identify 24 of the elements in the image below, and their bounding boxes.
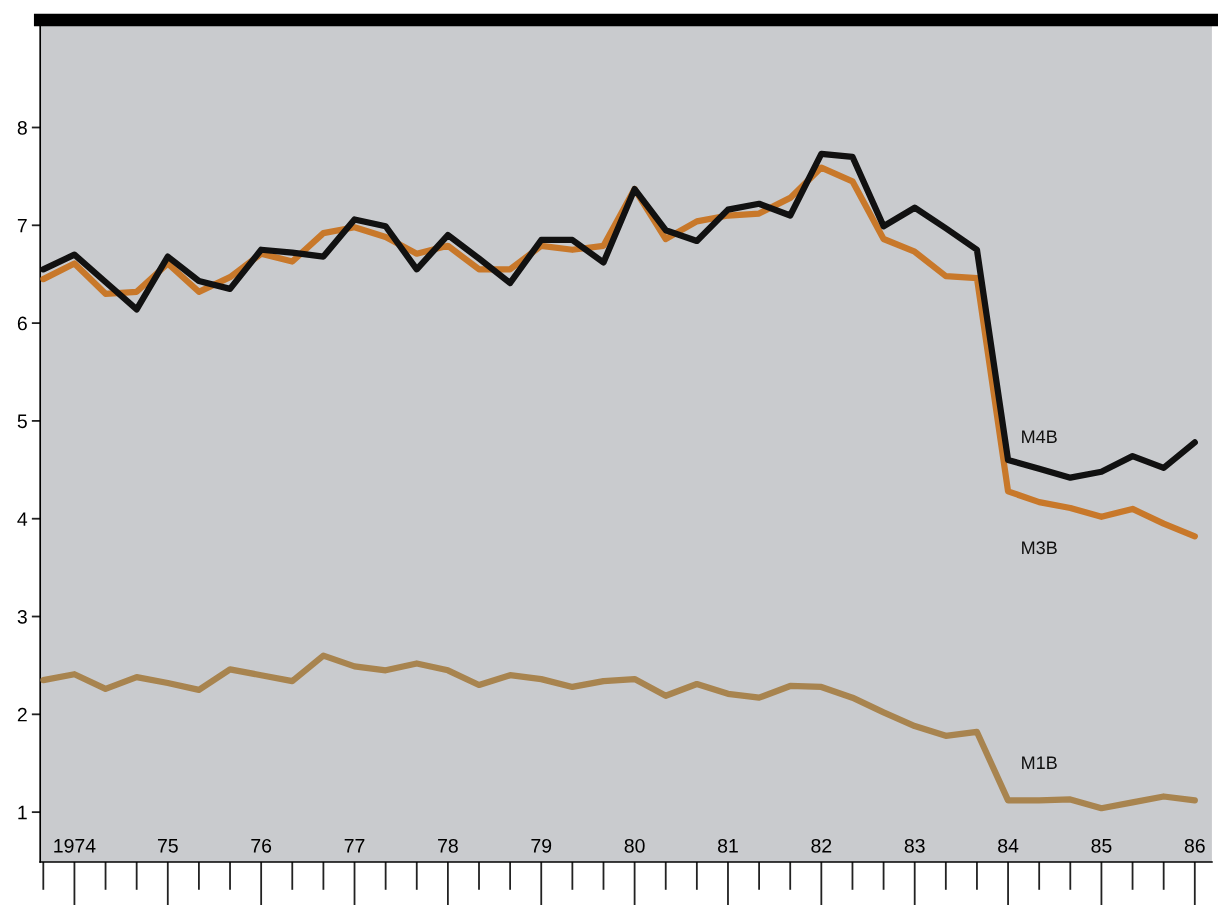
y-tick-label: 1 bbox=[18, 805, 27, 820]
x-tick-label: 1974 bbox=[54, 838, 96, 853]
y-tick-label: 3 bbox=[17, 609, 27, 624]
x-tick-label: 78 bbox=[438, 838, 458, 853]
x-tick-label: 79 bbox=[531, 838, 552, 853]
x-tick-label: 80 bbox=[624, 838, 645, 853]
x-tick-label: 76 bbox=[251, 838, 272, 853]
x-tick-label: 83 bbox=[904, 838, 925, 853]
y-tick-label: 7 bbox=[17, 218, 27, 233]
x-tick-label: 77 bbox=[344, 839, 365, 853]
y-tick-label: 4 bbox=[17, 512, 28, 526]
series-label: M3B bbox=[1022, 541, 1057, 555]
y-tick-label: 2 bbox=[17, 707, 27, 722]
x-tick-label: 84 bbox=[998, 838, 1019, 853]
series-label: M4B bbox=[1022, 430, 1057, 443]
x-tick-label: 86 bbox=[1184, 838, 1205, 853]
x-tick-label: 82 bbox=[811, 838, 832, 853]
series-label: M1B bbox=[1022, 756, 1057, 769]
x-tick-label: 81 bbox=[718, 838, 738, 853]
y-tick-label: 6 bbox=[17, 316, 27, 331]
x-tick-label: 85 bbox=[1091, 838, 1112, 853]
x-tick-label: 75 bbox=[157, 839, 178, 853]
y-tick-label: 5 bbox=[17, 414, 27, 429]
y-tick-label: 8 bbox=[17, 120, 27, 135]
